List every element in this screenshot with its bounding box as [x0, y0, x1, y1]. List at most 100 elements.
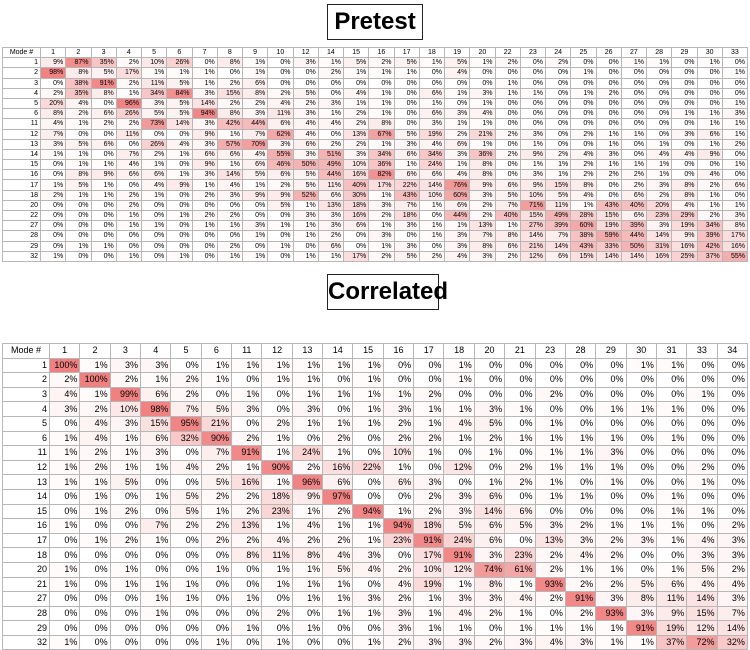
heatmap-cell: 0%: [170, 357, 202, 374]
heatmap-cell: 0%: [544, 128, 572, 140]
correlated-matrix: Mode #1 2 3 4 5 6 11 12 13 14 15 16 17 18 20 21 23 28 29 30…: [2, 343, 748, 650]
heatmap-cell: 1%: [393, 159, 420, 171]
heatmap-cell: 21%: [469, 128, 496, 140]
heatmap-cell: 0%: [352, 445, 384, 461]
table-row: 2 2% 100% 2% 1% 2% 1% 0% 1% 1% 0% 1% 0% 0% 1% 0% 0% 0% 0% 0…: [2, 372, 748, 388]
heatmap-cell: 1%: [443, 372, 475, 388]
heatmap-cell: 0%: [625, 561, 657, 578]
heatmap-cell: 3%: [469, 250, 496, 262]
heatmap-cell: 6%: [241, 77, 269, 89]
heatmap-cell: 2%: [504, 459, 536, 476]
heatmap-cell: 0%: [170, 547, 202, 563]
heatmap-cell: 1%: [625, 634, 657, 650]
heatmap-cell: 1%: [413, 401, 445, 417]
heatmap-cell: 8%: [65, 169, 92, 181]
row-header: 22: [2, 209, 41, 222]
heatmap-cell: 0%: [494, 169, 521, 181]
heatmap-cell: 1%: [261, 561, 293, 578]
heatmap-cell: 1%: [352, 415, 384, 432]
heatmap-cell: 3%: [191, 138, 218, 150]
heatmap-cell: 0%: [686, 445, 718, 461]
heatmap-cell: 0%: [291, 430, 324, 447]
heatmap-cell: 3%: [317, 209, 345, 222]
heatmap-cell: 1%: [65, 240, 92, 252]
heatmap-cell: 4%: [418, 138, 446, 150]
heatmap-cell: 49%: [544, 209, 572, 222]
heatmap-cell: 0%: [90, 230, 117, 242]
heatmap-cell: 0%: [48, 503, 81, 520]
heatmap-cell: 1%: [48, 561, 81, 578]
heatmap-cell: 0%: [39, 220, 67, 232]
heatmap-cell: 1%: [443, 159, 471, 171]
heatmap-cell: 8%: [570, 179, 597, 191]
heatmap-cell: 0%: [595, 386, 627, 403]
heatmap-cell: 3%: [413, 634, 445, 650]
heatmap-cell: 1%: [721, 118, 749, 130]
heatmap-cell: 4%: [504, 591, 536, 607]
heatmap-cell: 1%: [170, 591, 202, 607]
heatmap-cell: 1%: [564, 445, 597, 461]
heatmap-cell: 15%: [570, 250, 597, 262]
row-header: 17: [2, 532, 50, 549]
heatmap-cell: 1%: [109, 459, 142, 476]
heatmap-cell: 0%: [216, 199, 244, 212]
table-row: 16 0% 8% 9% 6% 6% 1% 3% 14% 5% 6% 5% 44% 16% 82% 6% 6% 4%…: [2, 169, 749, 181]
column-header: 30: [696, 46, 723, 59]
heatmap-cell: 0%: [443, 386, 475, 403]
heatmap-cell: 94%: [382, 518, 415, 534]
heatmap-cell: 8%: [469, 159, 496, 171]
heatmap-cell: 1%: [696, 57, 723, 69]
heatmap-cell: 1%: [166, 169, 193, 181]
heatmap-cell: 71%: [519, 199, 547, 212]
heatmap-cell: 2%: [115, 118, 143, 130]
heatmap-cell: 6%: [443, 138, 471, 150]
heatmap-cell: 1%: [48, 474, 81, 490]
heatmap-cell: 1%: [200, 372, 233, 388]
heatmap-cell: 0%: [48, 591, 81, 607]
heatmap-cell: 13%: [231, 518, 263, 534]
row-header: 3: [2, 77, 41, 89]
heatmap-cell: 3%: [625, 532, 657, 549]
table-row: 20 1% 0% 1% 0% 0% 1% 0% 1% 1% 5% 4% 2% 10% 12% 74% 61% 2%…: [2, 561, 748, 578]
heatmap-cell: 1%: [322, 518, 354, 534]
heatmap-cell: 36%: [368, 159, 395, 171]
heatmap-cell: 23%: [261, 503, 293, 520]
heatmap-cell: 24%: [291, 445, 324, 461]
heatmap-cell: 25%: [671, 250, 698, 262]
heatmap-cell: 60%: [570, 220, 597, 232]
row-header: 15: [2, 503, 50, 520]
heatmap-cell: 11%: [655, 591, 688, 607]
heatmap-cell: 0%: [595, 357, 627, 374]
heatmap-cell: 5%: [267, 199, 294, 212]
heatmap-cell: 3%: [443, 148, 471, 161]
heatmap-cell: 0%: [200, 591, 233, 607]
heatmap-cell: 0%: [109, 547, 142, 563]
heatmap-cell: 0%: [317, 77, 345, 89]
heatmap-cell: 1%: [382, 386, 415, 403]
heatmap-cell: 1%: [570, 87, 597, 99]
heatmap-cell: 0%: [564, 474, 597, 490]
heatmap-cell: 15%: [140, 415, 172, 432]
row-header: 1: [2, 57, 41, 69]
heatmap-cell: 0%: [469, 67, 496, 79]
heatmap-cell: 1%: [39, 250, 67, 262]
heatmap-cell: 1%: [90, 179, 117, 191]
heatmap-cell: 14%: [191, 97, 218, 110]
heatmap-cell: 4%: [79, 430, 111, 447]
heatmap-cell: 1%: [696, 138, 723, 150]
heatmap-cell: 3%: [473, 547, 506, 563]
table-row: 13 1% 1% 5% 0% 0% 5% 16% 1% 96% 6% 0% 6% 3% 0% 1% 2% 1% 0%…: [2, 474, 748, 490]
column-header: 3: [90, 46, 117, 59]
heatmap-cell: 0%: [418, 77, 446, 89]
heatmap-cell: 6%: [494, 240, 521, 252]
heatmap-cell: 3%: [469, 87, 496, 99]
heatmap-cell: 2%: [413, 488, 445, 505]
heatmap-cell: 7%: [716, 605, 748, 622]
heatmap-cell: 1%: [655, 561, 688, 578]
heatmap-cell: 1%: [342, 67, 370, 79]
heatmap-cell: 3%: [443, 488, 475, 505]
heatmap-cell: 3%: [393, 220, 420, 232]
heatmap-cell: 1%: [696, 189, 723, 201]
heatmap-cell: 1%: [655, 532, 688, 549]
heatmap-cell: 0%: [79, 561, 111, 578]
